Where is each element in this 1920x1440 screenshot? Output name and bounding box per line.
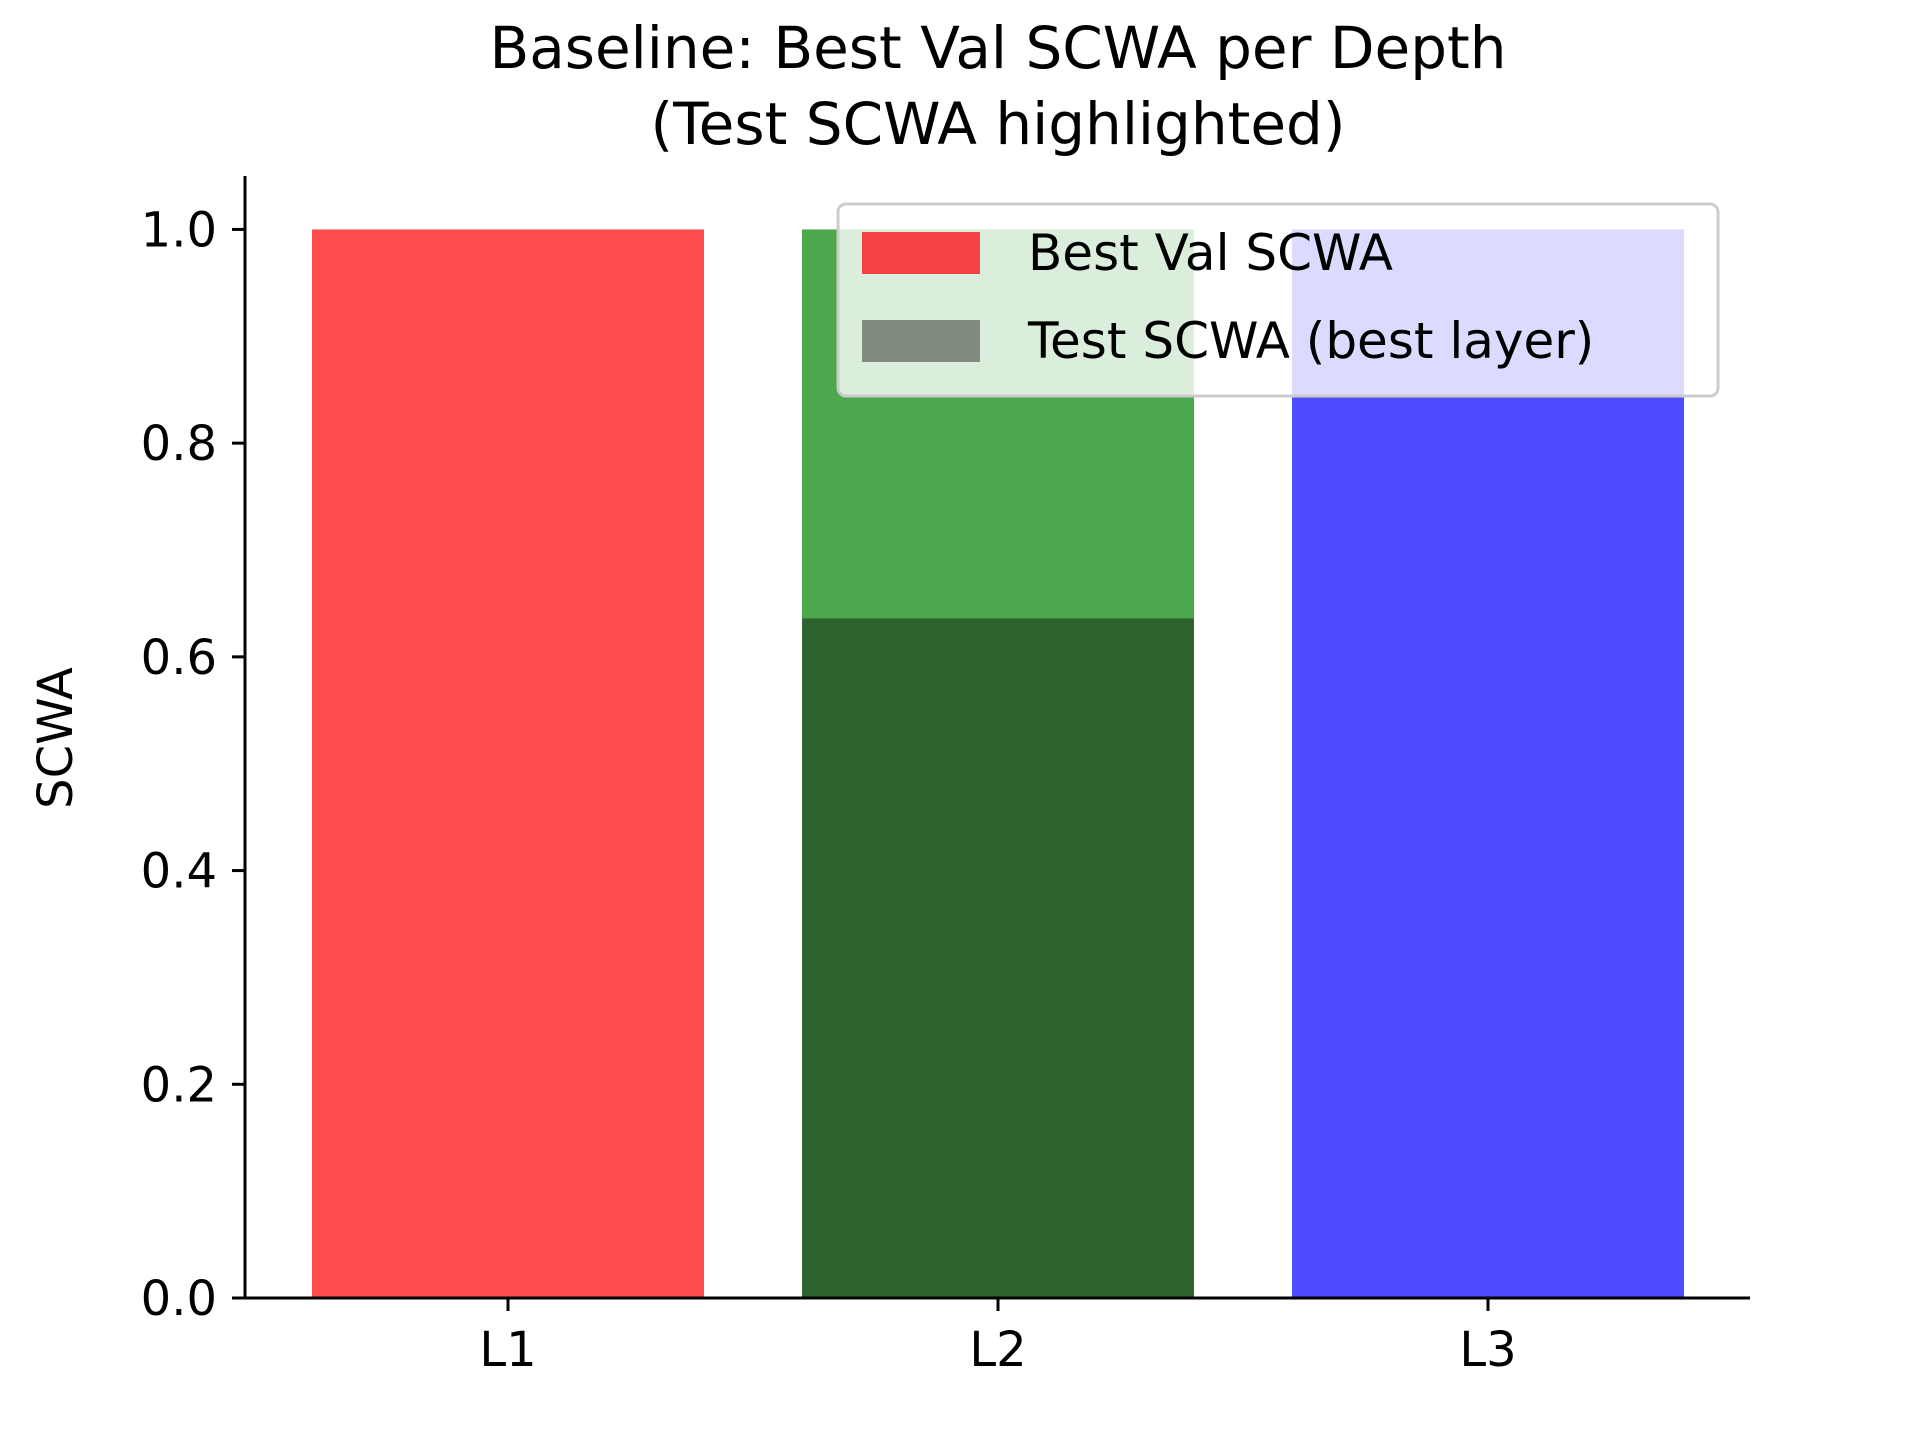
bar-best-val-l1 bbox=[312, 229, 704, 1298]
legend-swatch-best-val bbox=[862, 232, 980, 274]
legend-swatch-test bbox=[862, 320, 980, 362]
y-tick-label: 1.0 bbox=[141, 202, 217, 258]
x-tick-label: L2 bbox=[969, 1322, 1026, 1378]
legend-label-test: Test SCWA (best layer) bbox=[1027, 312, 1594, 370]
legend-frame bbox=[836, 202, 1720, 398]
legend: Best Val SCWA Test SCWA (best layer) bbox=[836, 202, 1720, 398]
y-axis-label: SCWA bbox=[28, 667, 84, 809]
y-tick-label: 0.2 bbox=[141, 1057, 217, 1113]
y-tick-label: 0.0 bbox=[141, 1271, 217, 1327]
bar-best-val-l3 bbox=[1292, 229, 1684, 1298]
y-tick-label: 0.6 bbox=[141, 630, 217, 686]
x-tick-label: L1 bbox=[479, 1322, 536, 1378]
bar-test-l2 bbox=[802, 618, 1194, 1298]
x-tick-label: L3 bbox=[1459, 1322, 1516, 1378]
y-tick-label: 0.4 bbox=[141, 844, 217, 900]
chart-title-line-2: (Test SCWA highlighted) bbox=[650, 90, 1345, 158]
chart-title-line-1: Baseline: Best Val SCWA per Depth bbox=[489, 14, 1506, 82]
y-tick-label: 0.8 bbox=[141, 416, 217, 472]
bars bbox=[312, 229, 1684, 1298]
legend-label-best-val: Best Val SCWA bbox=[1028, 224, 1393, 282]
axes: 0.0 0.2 0.4 0.6 0.8 1.0 L1 L2 L3 bbox=[141, 176, 1750, 1378]
chart-title: Baseline: Best Val SCWA per Depth (Test … bbox=[489, 14, 1506, 158]
